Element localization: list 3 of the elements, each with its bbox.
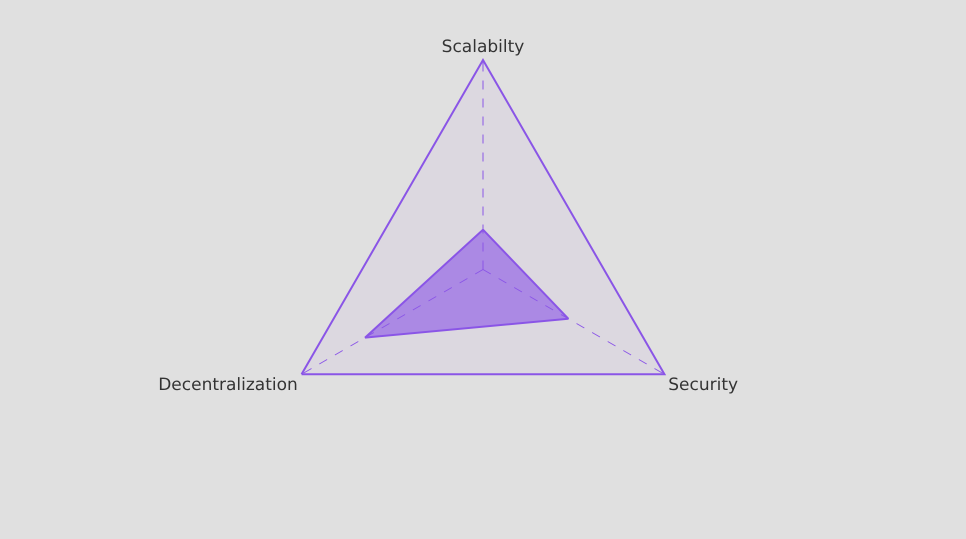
spoke-label: Security (668, 375, 738, 396)
spoke-label: Scalabilty (442, 37, 524, 58)
spoke-label: Decentralization (158, 375, 298, 396)
